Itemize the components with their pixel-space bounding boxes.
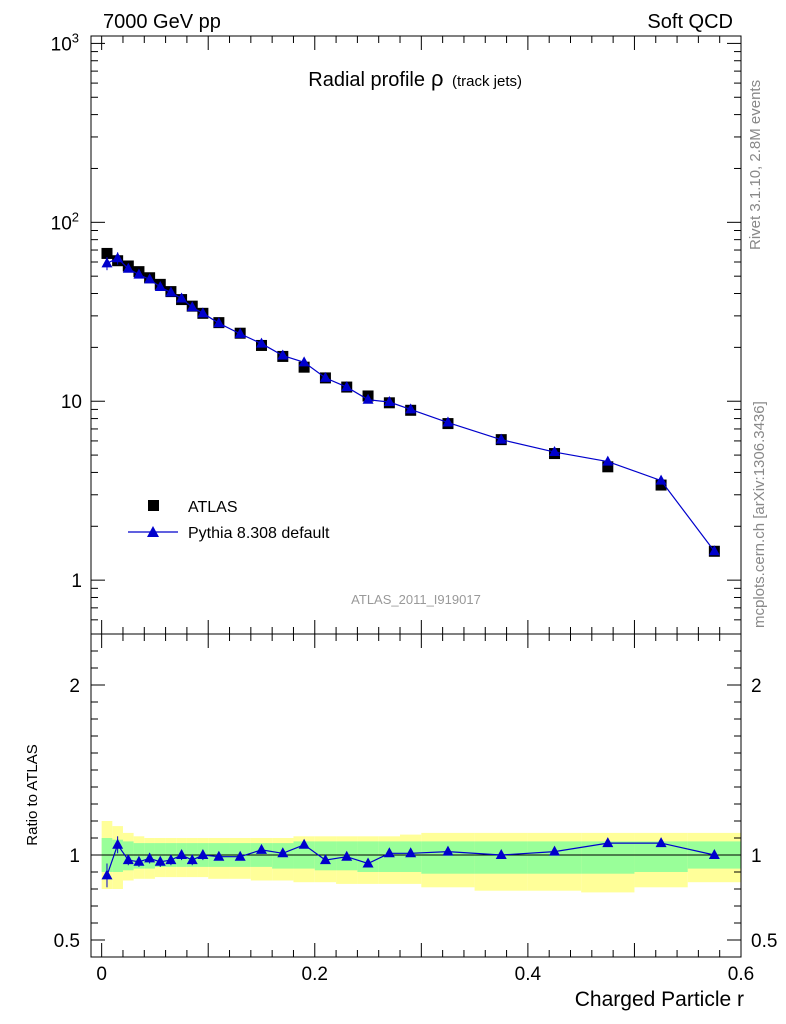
ratio-bands-layer bbox=[101, 821, 741, 893]
ratio-pythia-point bbox=[176, 849, 188, 859]
ratio-pythia-point bbox=[186, 854, 198, 865]
main-plot-frame bbox=[90, 35, 742, 635]
ratio-pythia-point bbox=[655, 837, 667, 848]
ratio-y-tick-label-right: 0.5 bbox=[751, 931, 777, 952]
ratio-pythia-point bbox=[341, 850, 353, 861]
ratio-pythia-point bbox=[362, 857, 374, 868]
ratio-pythia-point bbox=[165, 854, 177, 865]
ratio-pythia-point bbox=[133, 855, 145, 866]
ratio-pythia-point bbox=[495, 849, 507, 859]
frames-layer bbox=[90, 35, 742, 958]
pythia-data-point bbox=[122, 262, 134, 273]
pythia-data-point bbox=[197, 307, 209, 318]
legend-atlas-label: ATLAS bbox=[188, 499, 238, 516]
chart-title: Radial profile bbox=[308, 69, 425, 91]
atlas-data-point bbox=[602, 461, 614, 473]
x-axis-label: Charged Particle r bbox=[575, 988, 744, 1011]
legend-pythia-label: Pythia 8.308 default bbox=[188, 525, 330, 542]
pythia-data-point bbox=[655, 474, 667, 485]
ratio-pythia-point bbox=[442, 845, 454, 856]
pythia-data-point bbox=[154, 280, 166, 291]
ratio-y-tick-label-right: 1 bbox=[751, 846, 762, 867]
rivet-version-label: Rivet 3.1.10, 2.8M events bbox=[747, 80, 764, 250]
pythia-data-point bbox=[383, 396, 395, 407]
pythia-data-point bbox=[298, 356, 310, 367]
pythia-data-point bbox=[165, 286, 177, 297]
ratio-y-tick-label-left: 2 bbox=[69, 676, 80, 697]
ratio-plot-frame bbox=[90, 633, 742, 958]
ratio-pythia-point bbox=[319, 854, 331, 865]
pythia-data-point bbox=[213, 317, 225, 328]
ratio-pythia-point bbox=[298, 838, 310, 849]
pythia-data-point bbox=[495, 433, 507, 444]
pythia-data-point bbox=[186, 301, 198, 312]
energy-label: 7000 GeV pp bbox=[103, 11, 221, 33]
pythia-data-point bbox=[277, 349, 289, 360]
tick-labels-layer: 0 0.2 0.4 0.6 1 10 102 103 0.5 0.5 1 1 2 2 bbox=[51, 30, 778, 985]
x-tick-label: 0.6 bbox=[728, 964, 754, 985]
ratio-pythia-point bbox=[383, 847, 395, 858]
ratio-pythia-point bbox=[154, 855, 166, 866]
ratio-pythia-point bbox=[101, 869, 113, 880]
ratio-inner-band-bin bbox=[112, 839, 123, 872]
pythia-data-point bbox=[319, 371, 331, 382]
series-layer bbox=[101, 247, 720, 888]
x-tick-label: 0.2 bbox=[302, 964, 328, 985]
ratio-pythia-point bbox=[122, 854, 134, 865]
atlas-data-point bbox=[101, 247, 113, 259]
ratio-pythia-point bbox=[602, 837, 614, 848]
ratio-pythia-point bbox=[144, 852, 156, 863]
x-tick-label: 0 bbox=[96, 964, 107, 985]
ratio-pythia-point bbox=[234, 850, 246, 861]
pythia-data-point bbox=[708, 545, 720, 556]
pythia-data-point bbox=[405, 403, 417, 414]
ratio-pythia-point bbox=[549, 845, 561, 856]
process-label: Soft QCD bbox=[647, 11, 733, 33]
chart-title-symbol: ρ bbox=[431, 66, 444, 91]
ratio-pythia-point bbox=[112, 838, 124, 849]
ratio-y-axis-label: Ratio to ATLAS bbox=[24, 744, 41, 845]
ratio-pythia-point bbox=[197, 849, 209, 859]
pythia-data-point bbox=[602, 455, 614, 466]
ratio-y-tick-label-left: 1 bbox=[69, 846, 80, 867]
pythia-data-point bbox=[549, 446, 561, 457]
pythia-data-point bbox=[442, 416, 454, 427]
x-tick-label: 0.4 bbox=[515, 964, 542, 985]
y-tick-label: 102 bbox=[51, 209, 79, 234]
pythia-data-point bbox=[133, 268, 145, 279]
y-tick-label: 10 bbox=[61, 392, 82, 413]
pythia-data-point bbox=[176, 292, 188, 303]
y-tick-label: 1 bbox=[71, 571, 82, 592]
ratio-y-tick-label-right: 2 bbox=[751, 676, 762, 697]
atlas-data-point bbox=[298, 361, 310, 373]
pythia-data-point bbox=[144, 273, 156, 284]
chart-title-suffix: (track jets) bbox=[452, 73, 522, 90]
ratio-pythia-point bbox=[277, 847, 289, 858]
analysis-id-label: ATLAS_2011_I919017 bbox=[351, 592, 481, 607]
ratio-pythia-point bbox=[708, 849, 720, 859]
pythia-data-point bbox=[362, 393, 374, 404]
ticks-layer bbox=[91, 36, 742, 958]
ratio-pythia-point bbox=[405, 847, 417, 858]
atlas-data-point bbox=[655, 479, 667, 491]
y-tick-label: 103 bbox=[51, 30, 79, 55]
ratio-inner-band-bin bbox=[357, 841, 379, 872]
ratio-pythia-point bbox=[213, 850, 225, 861]
mcplots-label: mcplots.cern.ch [arXiv:1306.3436] bbox=[751, 401, 768, 628]
pythia-data-point bbox=[112, 252, 124, 263]
ratio-y-tick-label-left: 0.5 bbox=[54, 931, 80, 952]
pythia-data-point bbox=[234, 327, 246, 338]
pythia-data-point bbox=[101, 257, 113, 268]
legend-atlas-marker bbox=[148, 500, 159, 511]
ratio-pythia-point bbox=[255, 843, 267, 854]
pythia-data-point bbox=[341, 381, 353, 392]
legend-pythia-marker bbox=[147, 526, 159, 537]
pythia-data-point bbox=[255, 337, 267, 348]
